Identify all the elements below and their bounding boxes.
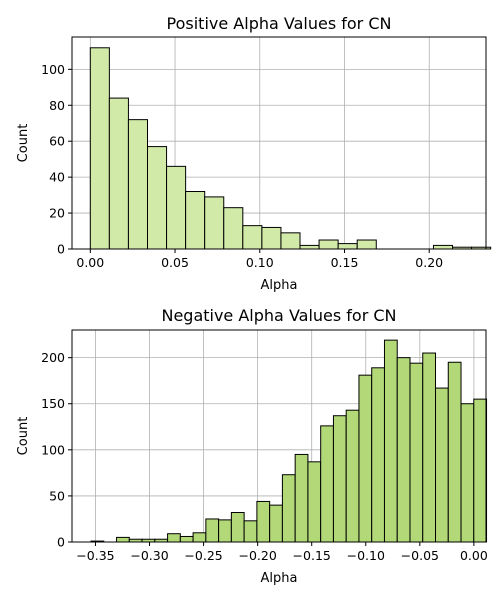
histogram-bar xyxy=(243,520,258,543)
histogram-bar xyxy=(435,387,449,543)
histogram-bar xyxy=(179,535,194,543)
histogram-bar xyxy=(299,244,320,250)
histogram-bar xyxy=(371,367,385,543)
histogram-bar xyxy=(409,362,424,543)
y-axis-label: Count xyxy=(16,417,31,456)
histogram-bar xyxy=(167,533,181,543)
histogram-bar xyxy=(108,97,129,250)
y-tick-label: 0 xyxy=(57,242,65,257)
histogram-bar xyxy=(432,244,454,250)
y-tick-label: 100 xyxy=(41,442,65,457)
histogram-bar xyxy=(218,519,232,543)
x-axis-label: Alpha xyxy=(261,571,298,586)
histogram-bar xyxy=(318,239,339,250)
x-tick-label: 0.05 xyxy=(161,255,189,270)
histogram-bar xyxy=(281,474,296,543)
y-tick-label: 40 xyxy=(49,170,65,185)
histogram-bar xyxy=(422,352,437,543)
histogram-bar xyxy=(256,500,271,543)
y-tick-label: 50 xyxy=(49,488,65,503)
histogram-bar xyxy=(447,361,462,543)
histogram-bar xyxy=(205,518,220,543)
histogram-bar xyxy=(460,403,475,543)
y-tick-label: 0 xyxy=(57,535,65,550)
histogram-bar xyxy=(242,225,263,250)
chart-title: Positive Alpha Values for CN xyxy=(167,14,392,33)
x-tick-label: −0.20 xyxy=(238,548,276,563)
histogram-bar xyxy=(127,119,148,250)
y-tick-label: 150 xyxy=(41,396,65,411)
histogram-bar xyxy=(383,339,398,543)
histogram-bar xyxy=(473,398,488,543)
histogram-bar xyxy=(269,504,283,543)
plot-frame xyxy=(71,329,487,543)
histogram-bar xyxy=(261,226,282,250)
x-tick-label: −0.25 xyxy=(184,548,222,563)
x-tick-label: 0.00 xyxy=(76,255,104,270)
y-axis-ticks: 0 20 40 60 80 100 xyxy=(41,62,72,257)
x-axis-ticks: −0.35 −0.30 −0.25 −0.20 −0.15 −0.10 −0.05 0.00 xyxy=(76,542,488,563)
histogram-bar xyxy=(320,425,334,543)
y-tick-label: 80 xyxy=(49,98,65,113)
histogram-bar xyxy=(396,357,411,543)
x-tick-label: −0.15 xyxy=(293,548,331,563)
x-axis-ticks: 0.00 0.05 0.10 0.15 0.20 xyxy=(76,249,443,270)
y-tick-label: 60 xyxy=(49,134,65,149)
x-tick-label: 0.10 xyxy=(246,255,274,270)
histogram-bars xyxy=(89,47,492,250)
histogram-bar xyxy=(356,239,377,250)
histogram-bar xyxy=(204,196,225,250)
histogram-bar xyxy=(146,146,168,250)
histogram-bar xyxy=(89,47,110,250)
x-tick-label: 0.20 xyxy=(415,255,443,270)
x-tick-label: −0.35 xyxy=(76,548,114,563)
y-tick-label: 20 xyxy=(49,206,65,221)
histogram-bar xyxy=(358,374,373,543)
histogram-bars xyxy=(90,339,488,543)
x-axis-label: Alpha xyxy=(261,278,298,293)
histogram-bar xyxy=(294,453,309,543)
x-tick-label: −0.30 xyxy=(130,548,168,563)
x-tick-label: −0.05 xyxy=(401,548,439,563)
histogram-bar xyxy=(223,207,244,250)
y-tick-label: 200 xyxy=(41,350,65,365)
y-axis-ticks: 0 50 100 150 200 xyxy=(41,350,72,550)
x-tick-label: 0.15 xyxy=(331,255,359,270)
plot-frame xyxy=(71,36,487,250)
histogram-bar xyxy=(307,461,322,543)
histogram-bar xyxy=(192,532,207,543)
y-tick-label: 100 xyxy=(41,62,65,77)
x-tick-label: 0.00 xyxy=(460,548,488,563)
histogram-bar xyxy=(185,191,206,250)
histogram-bar xyxy=(230,512,245,543)
histogram-bar xyxy=(280,232,301,250)
histogram-bar xyxy=(332,415,347,543)
chart-title: Negative Alpha Values for CN xyxy=(161,306,396,325)
y-axis-label: Count xyxy=(16,124,31,163)
x-tick-label: −0.10 xyxy=(347,548,385,563)
histogram-bar xyxy=(337,243,358,250)
histogram-bar xyxy=(166,165,187,250)
histogram-bar xyxy=(345,409,360,543)
negative-alpha-histogram: −0.35 −0.30 −0.25 −0.20 −0.15 −0.10 −0.05 0.00 … xyxy=(16,306,488,586)
histogram-bar xyxy=(116,536,130,543)
positive-alpha-histogram: 0.00 0.05 0.10 0.15 0.20 0 20 40 60 80 100 Positi… xyxy=(16,14,492,293)
